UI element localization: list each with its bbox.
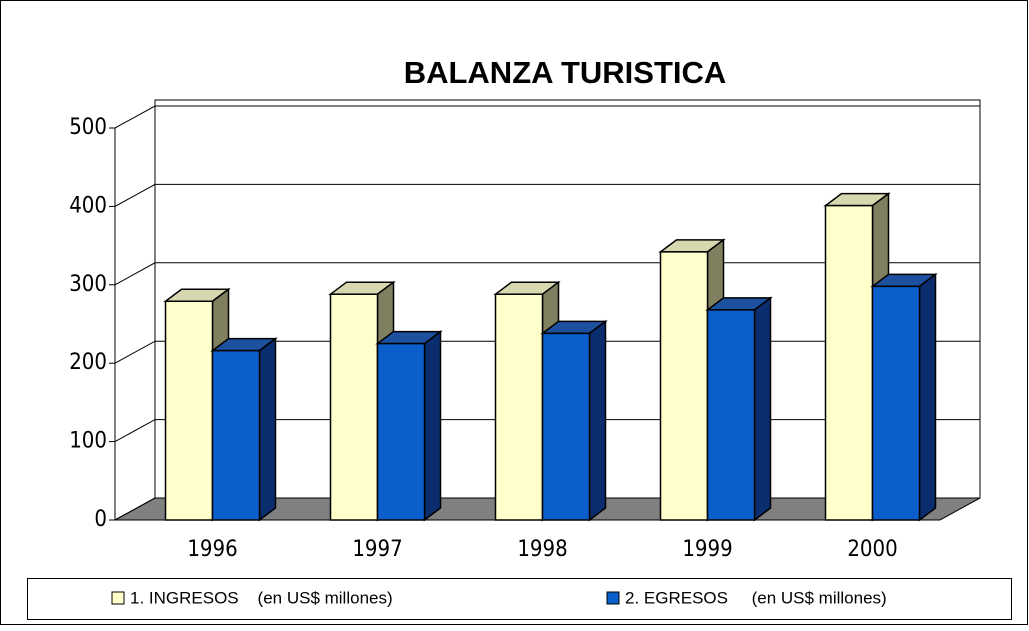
plot-area [109, 99, 981, 522]
bar-side [588, 319, 607, 522]
bar-side [918, 272, 937, 522]
legend-label: 2. EGRESOS (en US$ millones) [625, 588, 887, 607]
bar-front [164, 300, 214, 521]
bar-front [659, 251, 709, 521]
y-tick-label: 400 [69, 193, 107, 218]
legend-swatch [606, 591, 620, 605]
grid-line [114, 105, 980, 129]
bar-front [706, 309, 756, 521]
bar-front [211, 349, 261, 521]
x-tick-label: 1999 [682, 537, 732, 562]
x-tick-label: 1996 [187, 537, 237, 562]
bar [375, 330, 443, 522]
bar-front [871, 285, 921, 521]
chart-title: BALANZA TURISTICA [404, 55, 727, 90]
bar-front [329, 293, 379, 521]
y-tick-label: 100 [69, 429, 107, 454]
bar [210, 337, 278, 522]
x-tick-label: 1997 [352, 537, 402, 562]
bar-front [824, 204, 874, 521]
y-tick-label: 300 [69, 272, 107, 297]
y-tick-label: 0 [94, 507, 107, 532]
x-tick-label: 2000 [847, 537, 897, 562]
bar [705, 296, 773, 522]
bar-front [376, 342, 426, 521]
bar-front [494, 293, 544, 521]
y-tick-label: 200 [69, 350, 107, 375]
bar [540, 319, 608, 522]
bar-front [541, 332, 591, 521]
legend-swatch [111, 591, 125, 605]
y-tick-label: 500 [69, 115, 107, 140]
legend-label: 1. INGRESOS (en US$ millones) [130, 588, 393, 607]
bar-side [258, 337, 277, 522]
grid-line [114, 183, 980, 207]
bar [870, 272, 938, 522]
bar-side [753, 296, 772, 522]
bar-side [423, 330, 442, 522]
legend [27, 578, 1012, 620]
x-tick-label: 1998 [517, 537, 567, 562]
